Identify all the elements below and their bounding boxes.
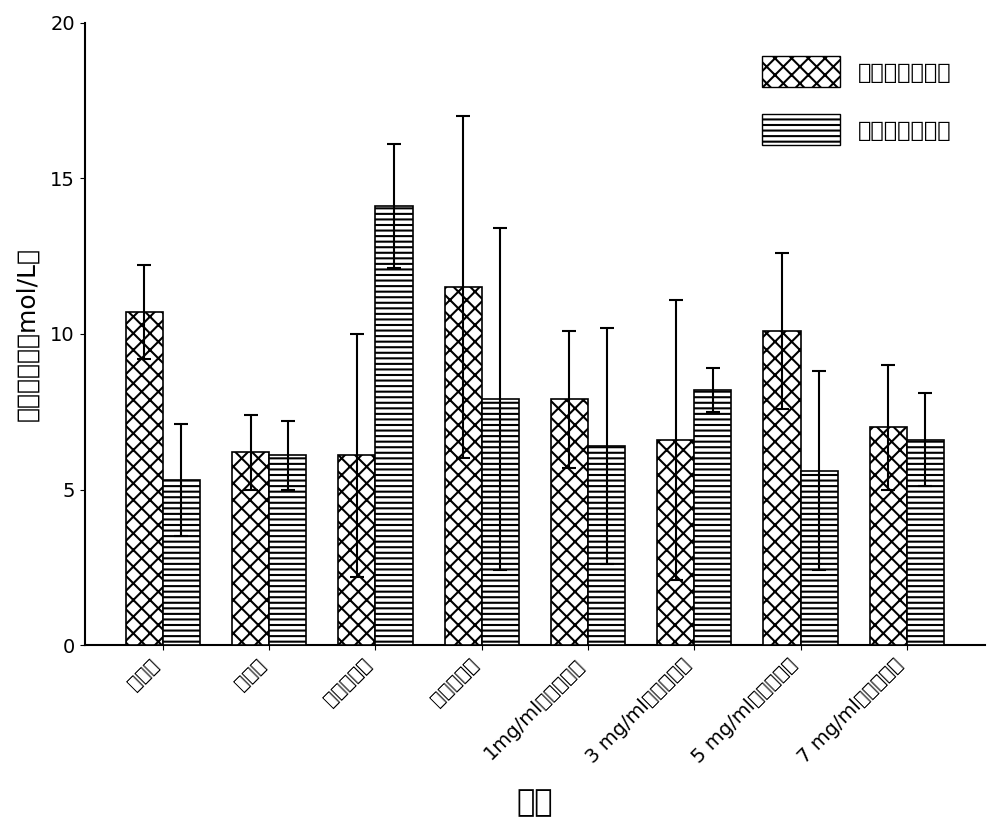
Y-axis label: 葡萄糖含量（mol/L）: 葡萄糖含量（mol/L） xyxy=(15,247,39,421)
Bar xyxy=(269,455,306,645)
Bar xyxy=(588,446,625,645)
Bar xyxy=(763,331,801,645)
Legend: 肝脏葡萄糖含量, 血清葡萄糖含量: 肝脏葡萄糖含量, 血清葡萄糖含量 xyxy=(740,33,974,167)
Bar xyxy=(694,390,731,645)
Bar xyxy=(551,399,588,645)
Bar xyxy=(375,206,413,645)
Bar xyxy=(163,480,200,645)
Bar xyxy=(126,312,163,645)
Bar xyxy=(482,399,519,645)
Bar xyxy=(445,287,482,645)
Bar xyxy=(338,455,375,645)
Bar xyxy=(232,452,269,645)
Bar xyxy=(870,428,907,645)
X-axis label: 组别: 组别 xyxy=(517,788,553,817)
Bar xyxy=(657,439,694,645)
Bar xyxy=(801,471,838,645)
Bar xyxy=(907,439,944,645)
